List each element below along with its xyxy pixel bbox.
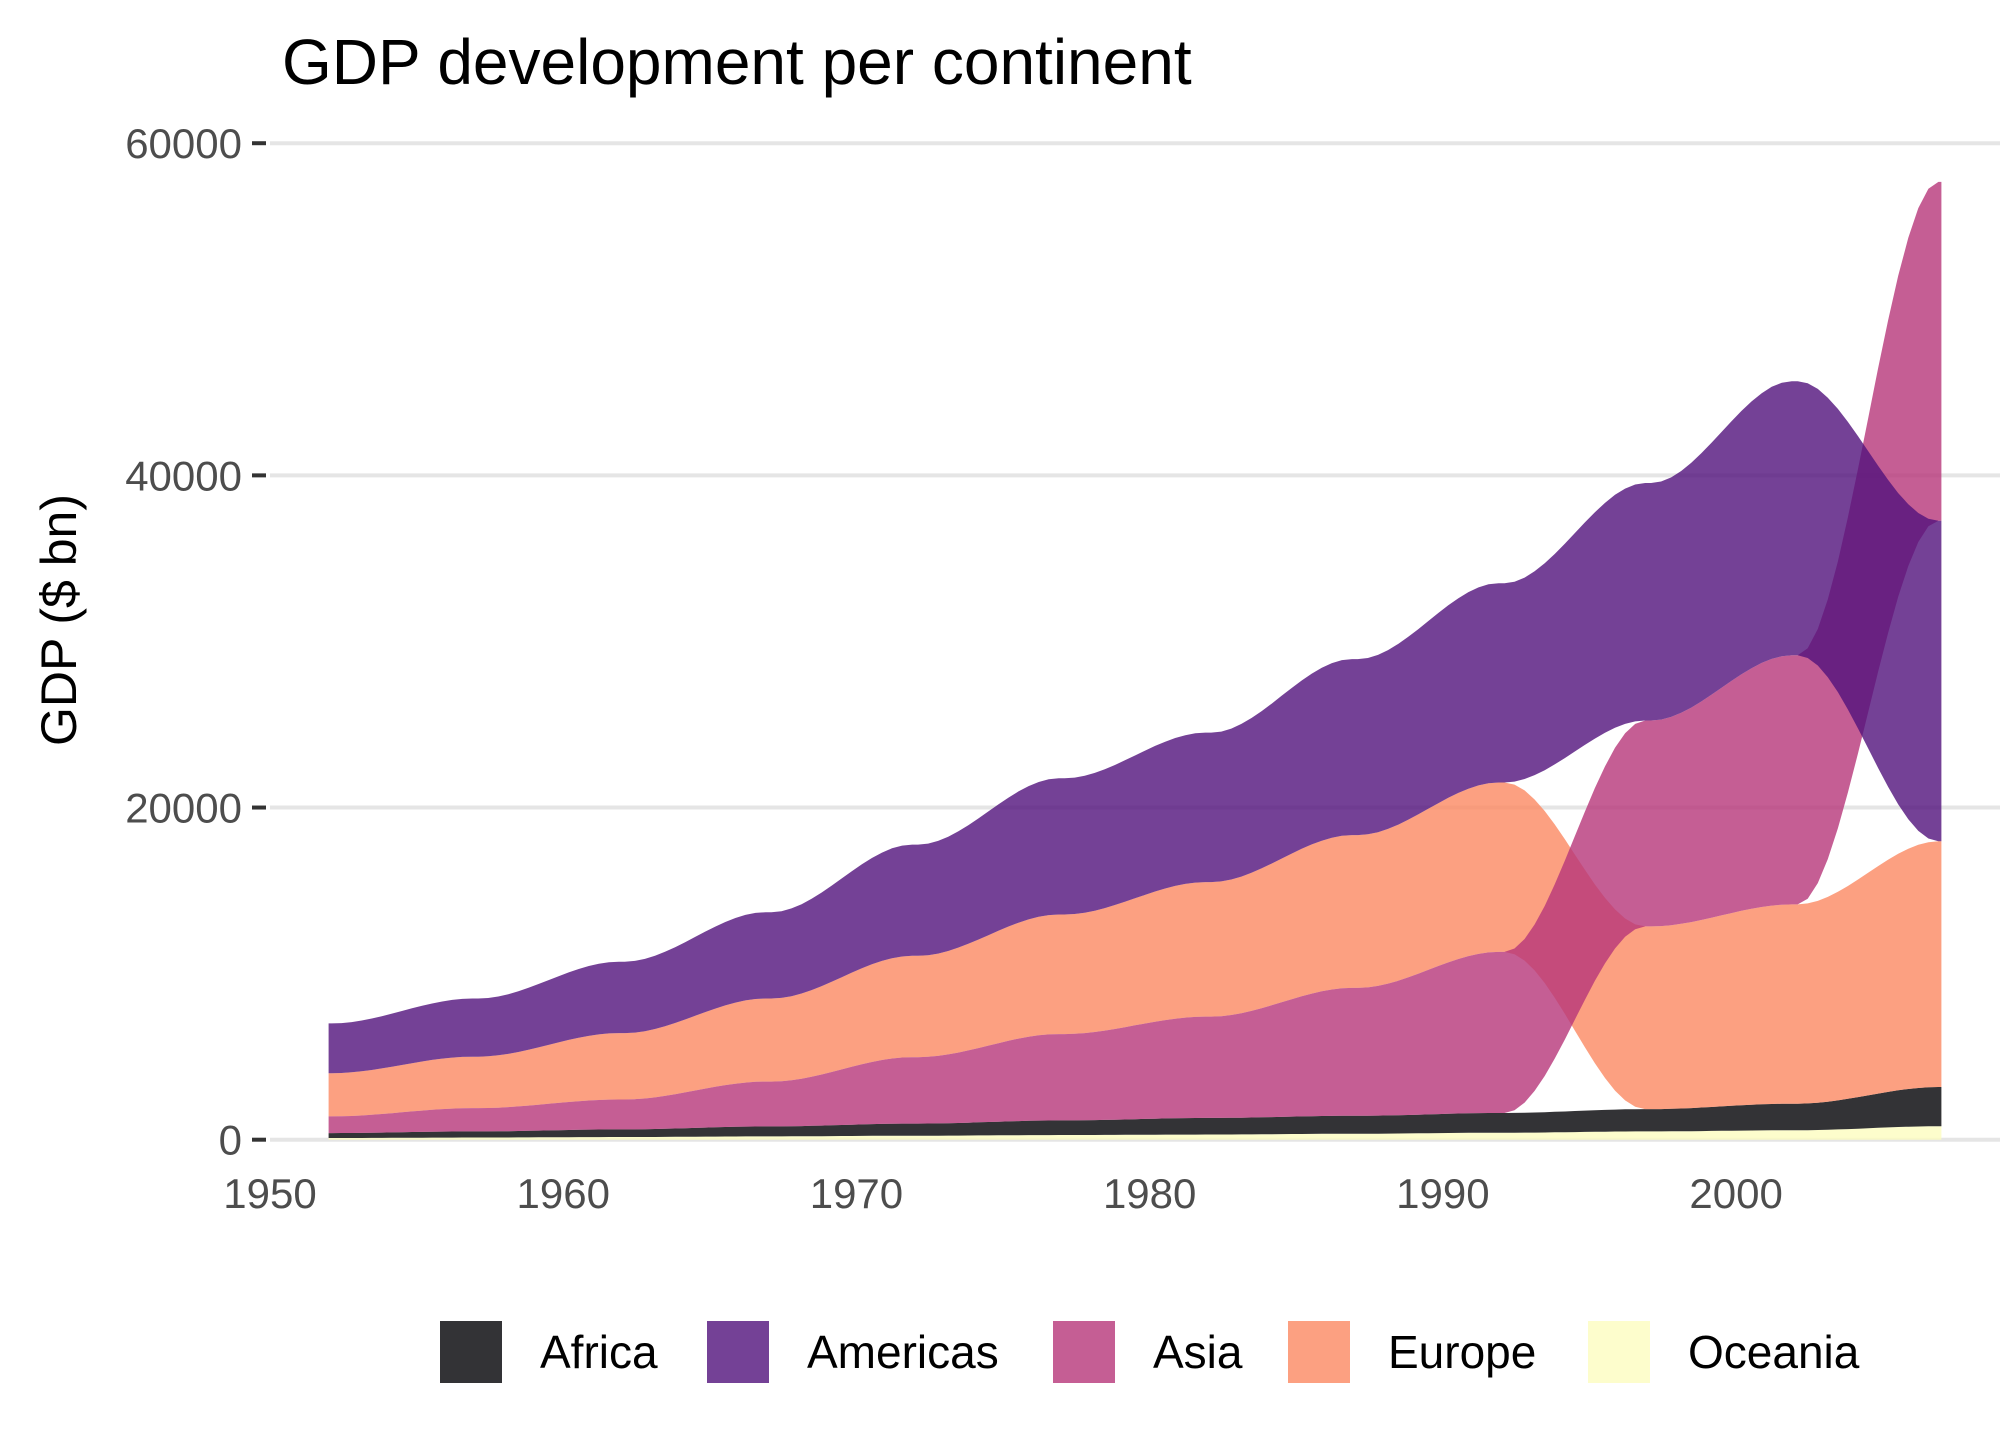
legend-key-oceania	[1588, 1321, 1650, 1383]
legend-label-americas: Americas	[807, 1326, 999, 1378]
y-tick-label: 0	[219, 1117, 242, 1164]
y-axis-title: GDP ($ bn)	[31, 494, 87, 746]
x-tick-label: 1990	[1396, 1170, 1489, 1217]
x-tick-label: 1960	[517, 1170, 610, 1217]
area-africa	[328, 1087, 1942, 1138]
area-americas	[328, 381, 1942, 1074]
legend-key-europe	[1288, 1321, 1350, 1383]
x-tick-label: 1970	[810, 1170, 903, 1217]
series-areas	[328, 181, 1942, 1140]
area-oceania	[328, 1126, 1942, 1140]
legend-key-americas	[707, 1321, 769, 1383]
chart-title: GDP development per continent	[282, 26, 1192, 98]
x-tick-label: 2000	[1689, 1170, 1782, 1217]
y-tick-label: 20000	[125, 785, 242, 832]
y-tick-label: 40000	[125, 452, 242, 499]
legend-label-asia: Asia	[1153, 1326, 1243, 1378]
legend: Africa Americas Asia Europe Oceania	[440, 1321, 1860, 1383]
y-tick-label: 60000	[125, 120, 242, 167]
legend-key-asia	[1053, 1321, 1115, 1383]
y-axis: 0 20000 40000 60000	[125, 120, 266, 1164]
legend-label-oceania: Oceania	[1688, 1326, 1860, 1378]
legend-key-africa	[440, 1321, 502, 1383]
x-axis: 1950 1960 1970 1980 1990 2000	[223, 1170, 1783, 1217]
legend-label-africa: Africa	[540, 1326, 658, 1378]
x-tick-label: 1980	[1103, 1170, 1196, 1217]
legend-label-europe: Europe	[1388, 1326, 1536, 1378]
x-tick-label: 1950	[223, 1170, 316, 1217]
area-europe	[328, 782, 1942, 1117]
